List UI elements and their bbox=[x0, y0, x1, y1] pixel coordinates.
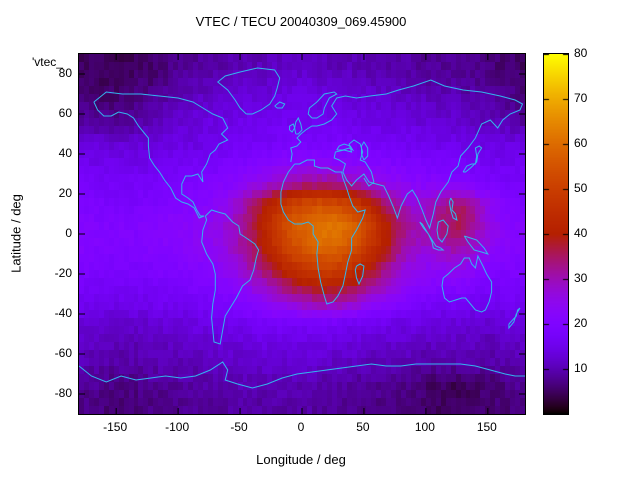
coastline-africa bbox=[280, 159, 366, 305]
y-tick-label: 40 bbox=[58, 146, 72, 160]
y-tick-label: -80 bbox=[54, 386, 72, 400]
x-tick-label: 150 bbox=[476, 420, 497, 434]
x-axis-label: Longitude / deg bbox=[256, 452, 346, 467]
colorbar-tick-label: 20 bbox=[574, 316, 588, 330]
y-tick-label: 20 bbox=[58, 186, 72, 200]
y-tick-label: -20 bbox=[54, 266, 72, 280]
coastlines-overlay bbox=[79, 54, 525, 414]
coastline-antarctica bbox=[79, 361, 525, 389]
coastline-greenland bbox=[217, 67, 281, 115]
coastline-new-zealand bbox=[508, 307, 521, 330]
x-tick-label: -100 bbox=[165, 420, 190, 434]
coastline-japan bbox=[462, 145, 483, 173]
coastline-sumatra-java bbox=[419, 221, 445, 251]
chart-title: VTEC / TECU 20040309_069.45900 bbox=[195, 14, 407, 29]
coastline-iceland bbox=[274, 101, 286, 109]
x-tick-label: -50 bbox=[230, 420, 248, 434]
y-tick-label: -60 bbox=[54, 346, 72, 360]
x-tick-label: 50 bbox=[356, 420, 370, 434]
heatmap-canvas bbox=[79, 54, 525, 414]
coastline-borneo bbox=[436, 219, 449, 243]
x-tick-label: 0 bbox=[297, 420, 305, 434]
colorbar-canvas bbox=[544, 54, 568, 414]
y-tick-label: 80 bbox=[58, 66, 72, 80]
y-tick-label: 60 bbox=[58, 106, 72, 120]
colorbar-tick-label: 40 bbox=[574, 226, 588, 240]
coastline-scandinavia bbox=[307, 91, 338, 119]
coastline-britain bbox=[294, 116, 303, 135]
x-tick-label: -150 bbox=[103, 420, 128, 434]
coastline-new-guinea bbox=[463, 235, 489, 255]
coastline-black-sea bbox=[336, 143, 355, 152]
y-axis-label: Latitude / deg bbox=[8, 194, 24, 273]
coastline-australia bbox=[441, 254, 493, 313]
colorbar-tick-label: 60 bbox=[574, 136, 588, 150]
y-tick-label: -40 bbox=[54, 306, 72, 320]
key-label: 'vtec_ bbox=[32, 55, 63, 69]
colorbar-tick-label: 30 bbox=[574, 271, 588, 285]
colorbar-tick-label: 70 bbox=[574, 91, 588, 105]
x-tick-label: 100 bbox=[414, 420, 435, 434]
coastline-north-america bbox=[93, 91, 229, 219]
colorbar-tick-label: 50 bbox=[574, 181, 588, 195]
y-tick-label: 0 bbox=[65, 226, 72, 240]
plot-area bbox=[78, 53, 526, 415]
coastline-madagascar bbox=[354, 263, 365, 286]
colorbar bbox=[543, 53, 569, 415]
coastline-south-america bbox=[201, 209, 260, 345]
coastline-caspian-sea bbox=[361, 141, 369, 161]
coastline-philippines bbox=[448, 197, 458, 221]
coastline-eurasia bbox=[290, 79, 524, 230]
colorbar-tick-label: 80 bbox=[574, 46, 588, 60]
colorbar-tick-label: 10 bbox=[574, 361, 588, 375]
coastline-ireland bbox=[289, 123, 296, 133]
